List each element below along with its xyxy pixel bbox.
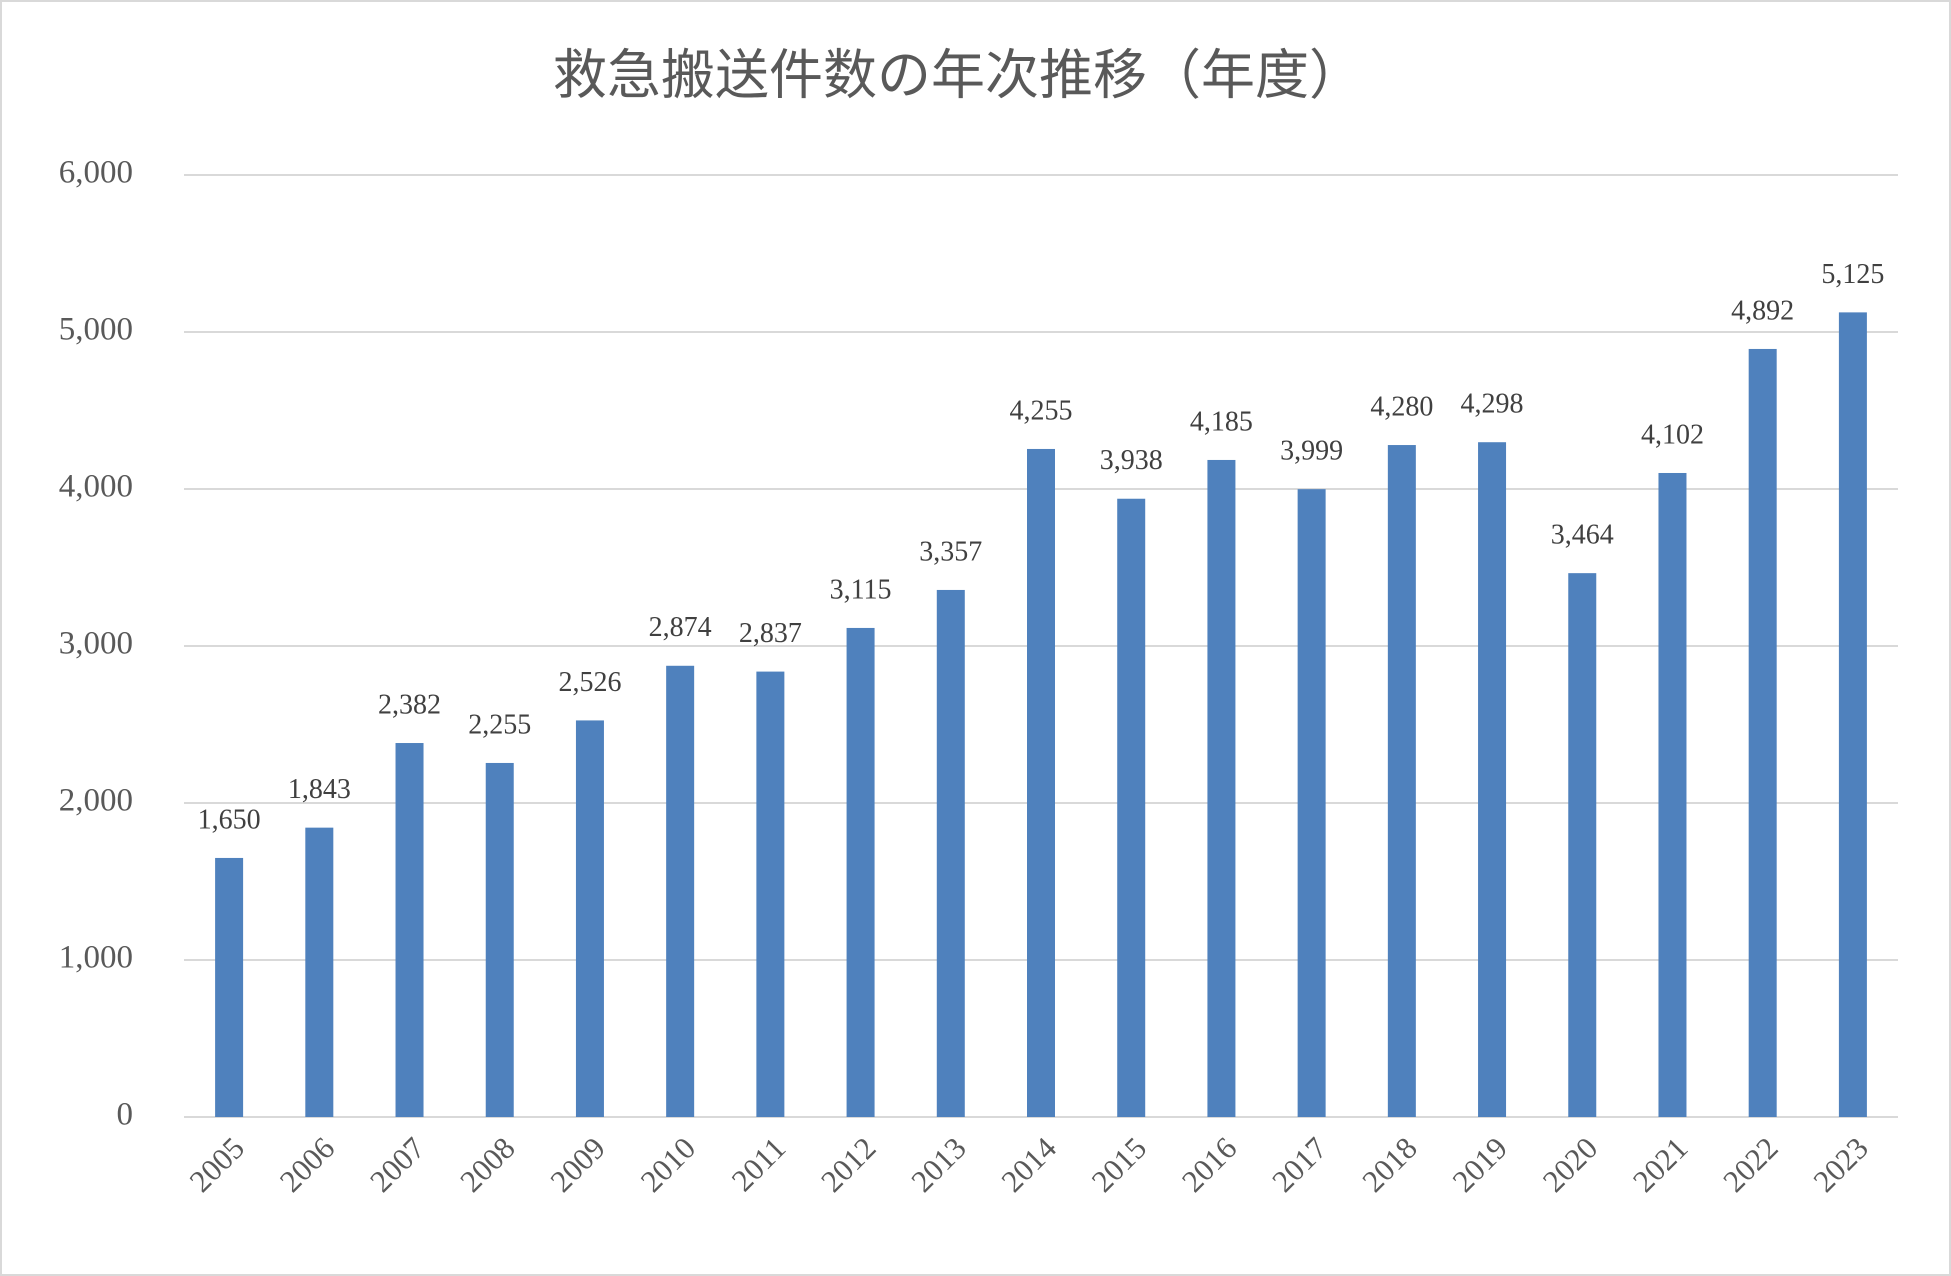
bar (1297, 489, 1326, 1118)
bar (1478, 442, 1507, 1117)
data-label: 2,382 (378, 689, 441, 720)
bar (666, 665, 695, 1117)
bar (485, 762, 514, 1117)
data-label: 3,357 (919, 536, 982, 567)
y-tick-label: 5,000 (59, 312, 133, 348)
bar (846, 627, 875, 1117)
bar (1658, 472, 1687, 1118)
data-label: 1,843 (288, 774, 351, 805)
data-label: 4,255 (1010, 395, 1073, 426)
bar (1838, 312, 1867, 1117)
data-label: 3,115 (830, 574, 892, 605)
bar (1748, 348, 1777, 1117)
bar (305, 827, 334, 1117)
y-tick-label: 2,000 (59, 783, 133, 819)
data-label: 4,102 (1641, 419, 1704, 450)
bar (756, 671, 785, 1117)
data-label: 2,837 (739, 618, 802, 649)
data-label: 5,125 (1821, 259, 1884, 290)
data-label: 4,280 (1370, 391, 1433, 422)
data-label: 2,874 (649, 612, 712, 643)
data-label: 1,650 (198, 804, 261, 835)
bar (1117, 498, 1146, 1117)
data-label: 3,464 (1551, 520, 1614, 551)
y-tick-label: 4,000 (59, 469, 133, 505)
y-tick-label: 6,000 (59, 155, 133, 191)
data-label: 4,298 (1461, 389, 1524, 420)
y-tick-label: 3,000 (59, 626, 133, 662)
bar (395, 743, 424, 1117)
data-label: 3,938 (1100, 445, 1163, 476)
bar (1027, 448, 1055, 1118)
data-label: 2,526 (558, 667, 621, 698)
bar (575, 720, 604, 1117)
bar (936, 589, 965, 1117)
data-label: 4,185 (1190, 406, 1253, 437)
bar (215, 857, 244, 1117)
data-label: 4,892 (1731, 295, 1794, 326)
data-label: 3,999 (1280, 436, 1343, 467)
chart-title: 救急搬送件数の年次推移（年度） (553, 45, 1363, 105)
data-label: 2,255 (468, 709, 531, 740)
y-tick-label: 0 (117, 1097, 134, 1133)
bar (1568, 573, 1597, 1117)
bar (1207, 459, 1236, 1118)
y-tick-label: 1,000 (59, 940, 133, 976)
bar (1387, 445, 1416, 1117)
